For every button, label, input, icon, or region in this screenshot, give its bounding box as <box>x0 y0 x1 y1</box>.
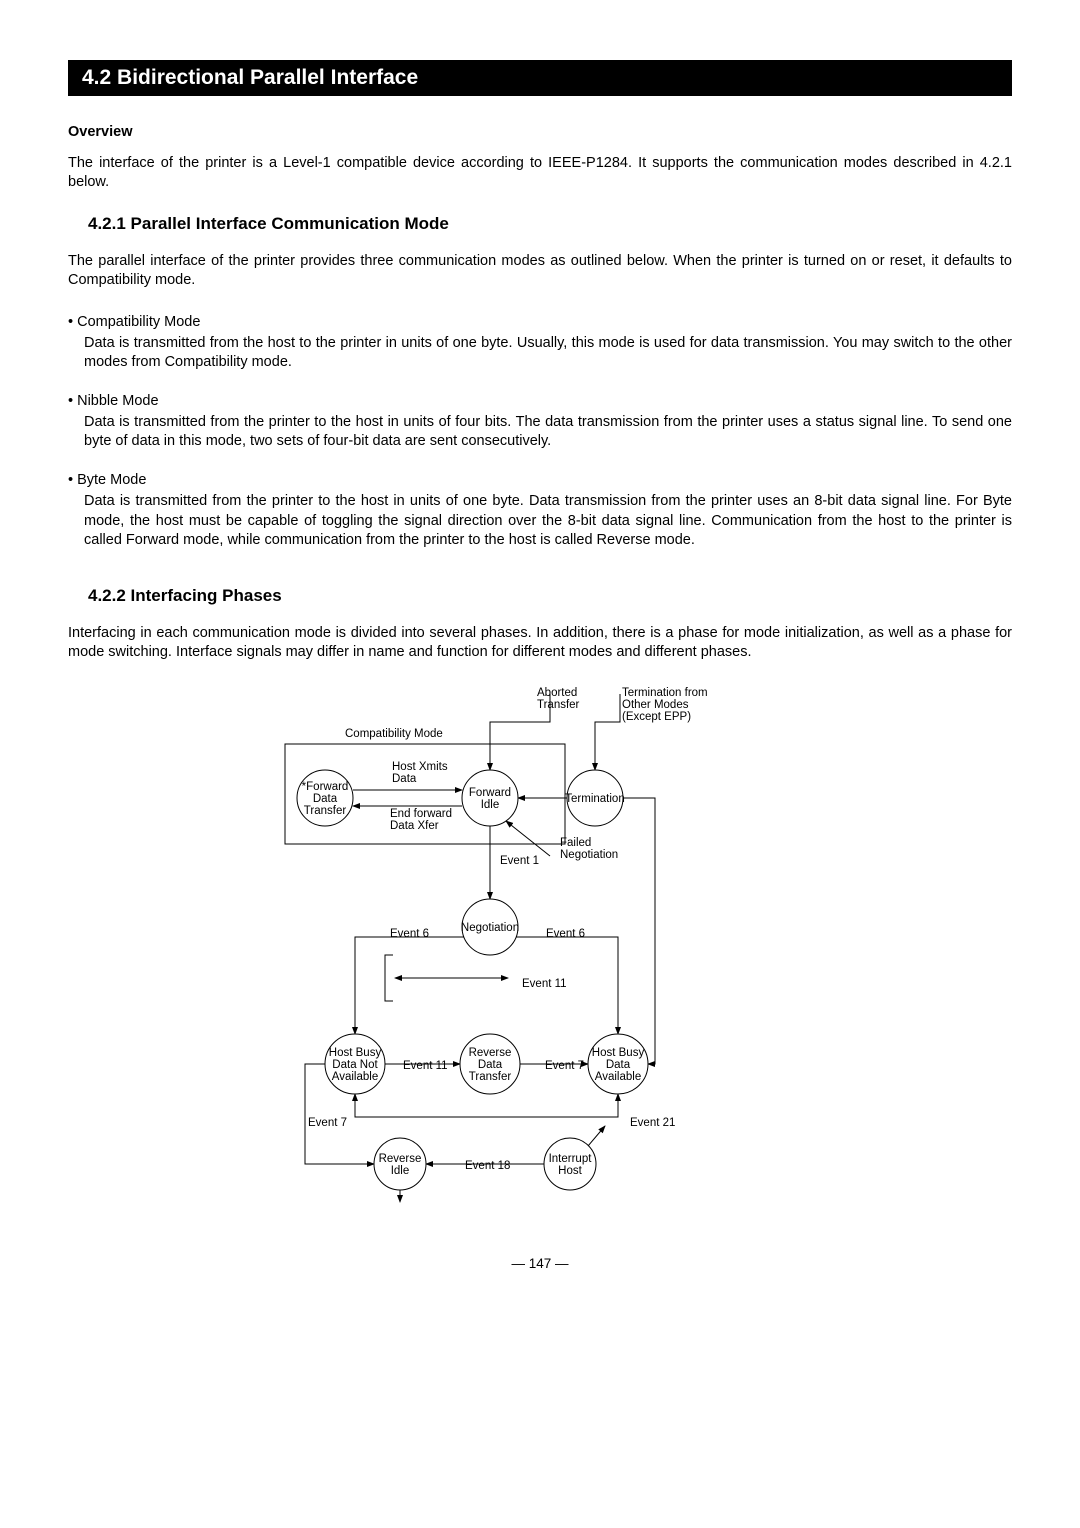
svg-text:Event 11: Event 11 <box>403 1060 448 1072</box>
svg-text:Event 21: Event 21 <box>630 1117 675 1129</box>
svg-text:Reverse: Reverse <box>379 1153 422 1165</box>
svg-text:Available: Available <box>332 1071 378 1083</box>
mode-compatibility: Compatibility Mode Data is transmitted f… <box>68 313 1012 372</box>
mode2-body: Data is transmitted from the printer to … <box>84 413 1012 451</box>
section-bar: 4.2 Bidirectional Parallel Interface <box>68 60 1012 96</box>
svg-text:Transfer: Transfer <box>537 699 580 711</box>
svg-text:Host Xmits: Host Xmits <box>392 761 448 773</box>
para-422: Interfacing in each communication mode i… <box>68 624 1012 662</box>
svg-text:Interrupt: Interrupt <box>549 1153 593 1165</box>
svg-text:Data Not: Data Not <box>332 1059 378 1071</box>
svg-text:Event 7: Event 7 <box>545 1060 584 1072</box>
svg-text:Event 6: Event 6 <box>546 928 585 940</box>
svg-text:Reverse: Reverse <box>469 1047 512 1059</box>
svg-text:Failed: Failed <box>560 837 591 849</box>
svg-text:Negotiation: Negotiation <box>560 849 618 861</box>
svg-text:Idle: Idle <box>481 799 500 811</box>
svg-text:Transfer: Transfer <box>304 805 347 817</box>
svg-text:Event 7: Event 7 <box>308 1117 347 1129</box>
svg-text:Event 1: Event 1 <box>500 855 539 867</box>
svg-text:Termination: Termination <box>565 793 624 805</box>
svg-text:Host Busy: Host Busy <box>592 1047 645 1059</box>
subsection-422: 4.2.2 Interfacing Phases <box>88 586 1012 606</box>
para-421: The parallel interface of the printer pr… <box>68 252 1012 290</box>
svg-text:Negotiation: Negotiation <box>461 922 519 934</box>
svg-text:Data: Data <box>313 793 338 805</box>
svg-text:(Except EPP): (Except EPP) <box>622 711 691 723</box>
svg-text:*Forward: *Forward <box>302 781 349 793</box>
svg-text:Available: Available <box>595 1071 641 1083</box>
svg-text:End forward: End forward <box>390 808 452 820</box>
mode-nibble: Nibble Mode Data is transmitted from the… <box>68 392 1012 451</box>
svg-text:Host Busy: Host Busy <box>329 1047 382 1059</box>
svg-text:Data: Data <box>606 1059 631 1071</box>
svg-text:Event 11: Event 11 <box>522 978 567 990</box>
svg-text:Data: Data <box>478 1059 503 1071</box>
svg-text:Other Modes: Other Modes <box>622 699 689 711</box>
svg-text:Event 18: Event 18 <box>465 1160 510 1172</box>
mode1-head: Compatibility Mode <box>68 313 1012 332</box>
subsection-421: 4.2.1 Parallel Interface Communication M… <box>88 214 1012 234</box>
svg-text:Termination from: Termination from <box>622 687 708 699</box>
svg-text:Data: Data <box>392 773 417 785</box>
svg-text:Idle: Idle <box>391 1165 410 1177</box>
overview-text: The interface of the printer is a Level-… <box>68 154 1012 192</box>
mode3-head: Byte Mode <box>68 471 1012 490</box>
mode2-head: Nibble Mode <box>68 392 1012 411</box>
mode3-body: Data is transmitted from the printer to … <box>84 492 1012 549</box>
mode-byte: Byte Mode Data is transmitted from the p… <box>68 471 1012 550</box>
page-number: — 147 — <box>68 1256 1012 1271</box>
svg-text:Host: Host <box>558 1165 582 1177</box>
overview-heading: Overview <box>68 124 1012 140</box>
interfacing-phases-diagram: AbortedTransferTermination fromOther Mod… <box>250 684 830 1228</box>
svg-text:Aborted: Aborted <box>537 687 577 699</box>
svg-text:Forward: Forward <box>469 787 511 799</box>
svg-text:Event 6: Event 6 <box>390 928 429 940</box>
svg-text:Data Xfer: Data Xfer <box>390 820 439 832</box>
svg-text:Transfer: Transfer <box>469 1071 512 1083</box>
svg-text:Compatibility Mode: Compatibility Mode <box>345 728 443 740</box>
mode1-body: Data is transmitted from the host to the… <box>84 334 1012 372</box>
